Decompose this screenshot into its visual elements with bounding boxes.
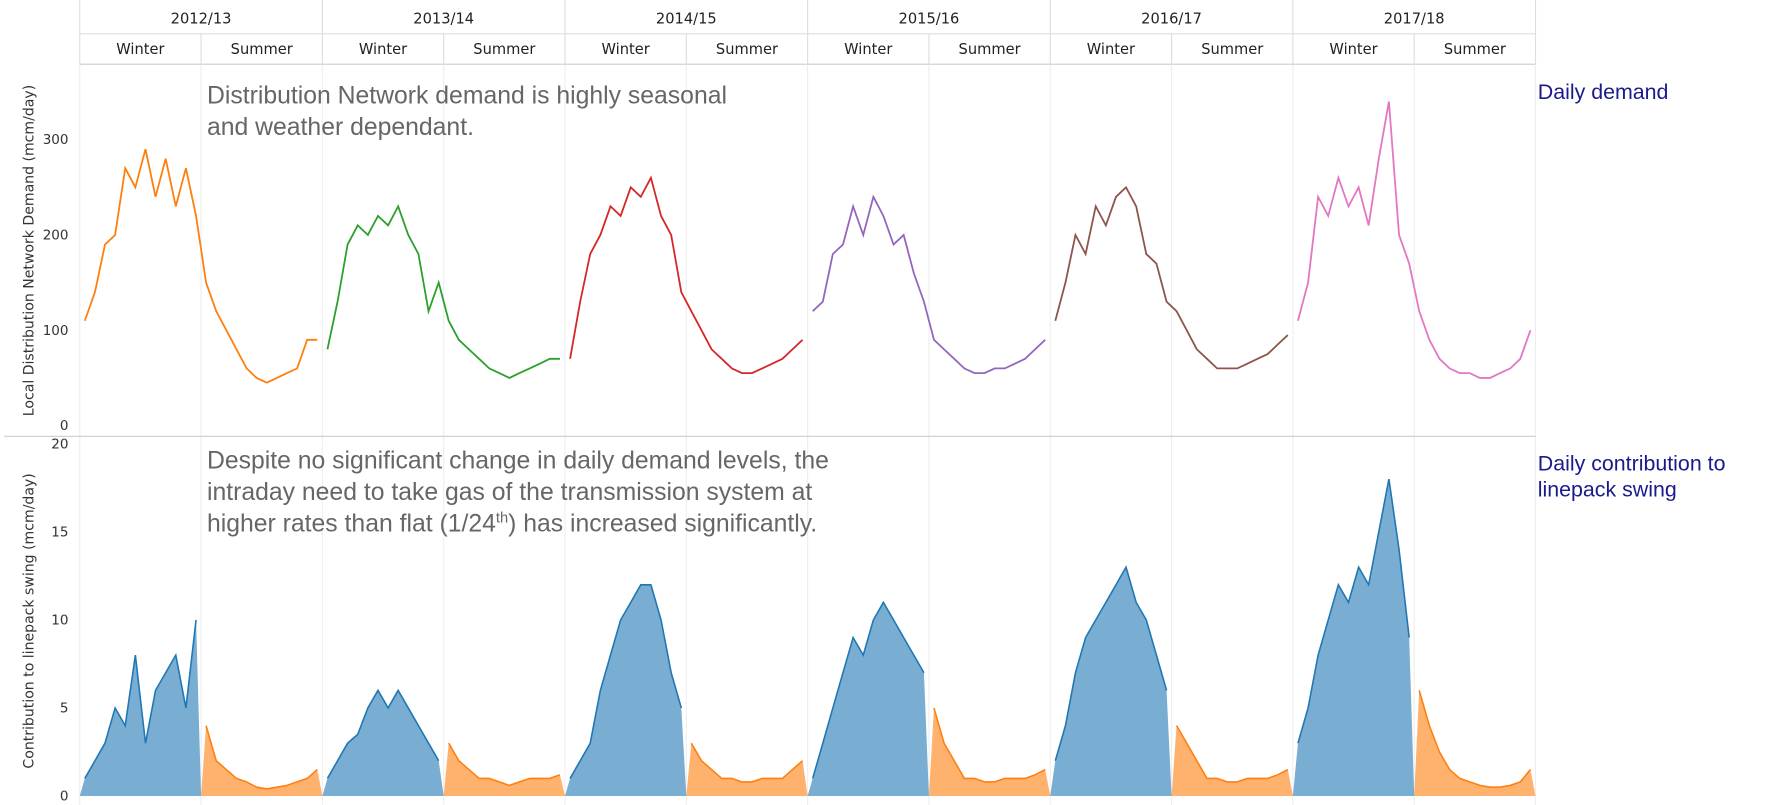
- y-tick-label: 0: [60, 788, 69, 804]
- annotation: higher rates than flat (1/24th) has incr…: [207, 510, 817, 537]
- annotation: and weather dependant.: [207, 114, 474, 141]
- swing-line: [811, 600, 925, 779]
- demand-line: [83, 148, 318, 384]
- swing-area: [686, 743, 808, 796]
- y-tick-label: 300: [43, 132, 69, 148]
- annotation: Distribution Network demand is highly se…: [207, 83, 727, 110]
- demand-line: [326, 204, 560, 379]
- swing-area: [1050, 567, 1172, 796]
- y-tick-label: 5: [60, 700, 69, 716]
- swing-area: [565, 584, 687, 796]
- y-tick-label: 15: [51, 524, 68, 540]
- season-label: Winter: [116, 41, 165, 58]
- demand-line: [569, 175, 804, 375]
- y-tick-label: 100: [43, 323, 69, 339]
- swing-area: [1292, 479, 1415, 796]
- year-label: 2013/14: [413, 11, 474, 28]
- season-label: Summer: [1201, 41, 1264, 58]
- swing-area: [201, 725, 323, 796]
- swing-area: [1171, 725, 1293, 796]
- season-label: Winter: [844, 41, 893, 58]
- swing-line: [1054, 565, 1168, 761]
- annotation-text: ) has increased significantly.: [508, 510, 817, 537]
- swing-area: [322, 690, 444, 796]
- season-label: Summer: [473, 41, 536, 58]
- y-tick-label: 10: [51, 612, 68, 628]
- swing-line: [326, 688, 440, 779]
- swing-line: [448, 742, 561, 787]
- swing-line: [1418, 690, 1532, 788]
- demand-line: [1054, 185, 1289, 370]
- annotation-text: higher rates than flat (1/24: [207, 510, 496, 537]
- swing-area: [928, 707, 1051, 796]
- side-label: Daily contribution to: [1538, 452, 1726, 476]
- swing-line: [933, 707, 1046, 783]
- demand-line: [1297, 101, 1532, 379]
- season-label: Winter: [602, 41, 651, 58]
- annotation: Despite no significant change in daily d…: [207, 447, 829, 474]
- season-label: Summer: [716, 41, 779, 58]
- year-label: 2017/18: [1384, 11, 1445, 28]
- season-label: Summer: [231, 41, 294, 58]
- swing-line: [690, 742, 804, 783]
- demand-line: [812, 194, 1046, 375]
- swing-line: [1175, 725, 1289, 783]
- year-label: 2016/17: [1141, 11, 1202, 28]
- season-label: Winter: [1087, 41, 1136, 58]
- swing-line: [84, 619, 197, 779]
- swing-line: [569, 583, 683, 779]
- y-axis-title: Contribution to linepack swing (mcm/day): [22, 473, 38, 768]
- swing-area: [443, 743, 566, 796]
- swing-area: [1414, 690, 1536, 796]
- y-axis-title: Local Distribution Network Demand (mcm/d…: [22, 85, 38, 416]
- season-label: Winter: [359, 41, 408, 58]
- y-tick-label: 0: [60, 418, 69, 434]
- swing-area: [807, 602, 929, 796]
- swing-line: [1297, 478, 1410, 744]
- season-label: Winter: [1329, 41, 1378, 58]
- year-label: 2015/16: [899, 11, 960, 28]
- annotation-sup: th: [496, 510, 508, 526]
- year-label: 2012/13: [171, 11, 232, 28]
- swing-area: [79, 619, 202, 796]
- annotation: intraday need to take gas of the transmi…: [207, 479, 812, 506]
- y-tick-label: 200: [43, 227, 69, 243]
- side-label: linepack swing: [1538, 478, 1677, 502]
- y-tick-label: 20: [51, 436, 68, 452]
- swing-line: [205, 725, 318, 790]
- season-label: Summer: [1444, 41, 1507, 58]
- year-label: 2014/15: [656, 11, 717, 28]
- side-label: Daily demand: [1538, 80, 1669, 104]
- season-label: Summer: [959, 41, 1022, 58]
